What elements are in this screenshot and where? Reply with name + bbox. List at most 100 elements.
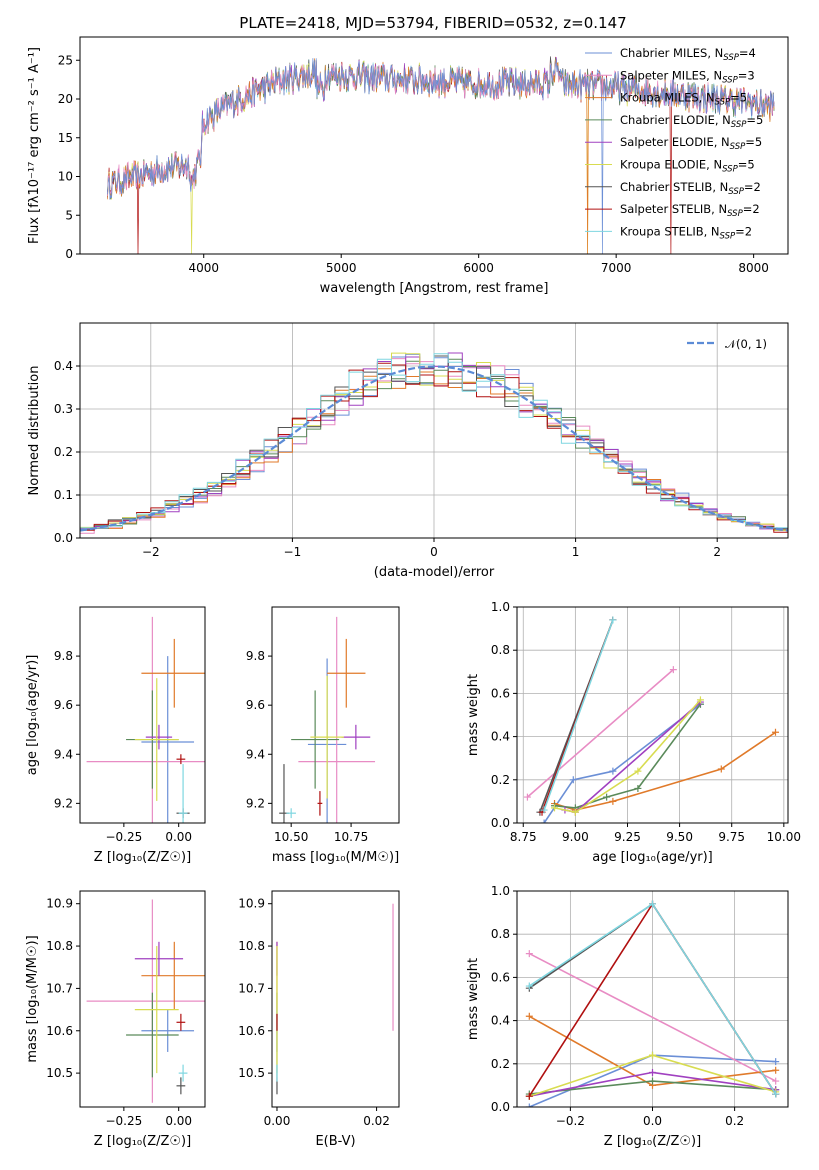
data-point (603, 793, 611, 801)
data-point (772, 1066, 780, 1074)
x-axis-label: (data-model)/error (374, 565, 495, 580)
x-axis-label: age [log₁₀(age/yr)] (592, 850, 713, 865)
x-tick-label: −0.25 (105, 830, 142, 844)
legend-entry: Chabrier MILES, NSSP=4 (620, 46, 756, 63)
errorbar-chabrier-elodie (126, 992, 179, 1078)
data-point (649, 1077, 656, 1085)
x-tick-label: 2 (713, 545, 721, 559)
grid-lines (517, 606, 788, 824)
y-tick-label: 10.6 (238, 1024, 265, 1038)
y-tick-label: 0.8 (491, 927, 510, 941)
x-tick-label: 7000 (601, 261, 632, 275)
data-point (569, 776, 577, 784)
spectrum-line-chabrier-miles (107, 58, 775, 254)
age-vs-metallicity-panel: −0.25 0.00 9.2 9.4 9.6 9.8 Z [log₁₀(Z/Z☉)] age … (25, 606, 206, 865)
y-tick-label: 10.6 (46, 1024, 73, 1038)
y-axis-label: Flux [fλ10⁻¹⁷ erg cm⁻² s⁻¹ A⁻¹] (27, 47, 42, 244)
y-tick-label: 9.8 (54, 649, 73, 663)
legend-entry: Salpeter MILES, NSSP=3 (620, 68, 755, 85)
y-axis-label: mass weight (466, 674, 481, 756)
series-line (554, 699, 702, 814)
legend-entry: 𝒩(0, 1) (725, 337, 767, 351)
axes-frame (516, 606, 789, 824)
y-axis-label: Normed distribution (27, 366, 42, 496)
y-tick-label: 10.8 (46, 939, 73, 953)
series-kroupa-stelib (525, 900, 780, 1098)
x-tick-label: −0.2 (556, 1114, 585, 1128)
x-tick-label: 10.50 (274, 830, 308, 844)
series-salpeter-miles (523, 666, 677, 801)
mass-vs-ebv-panel: 0.00 0.02 10.5 10.6 10.7 10.8 10.9 E(B-V) (238, 890, 400, 1149)
series-line (528, 952, 777, 1082)
y-tick-label: 0.2 (491, 1057, 510, 1071)
y-tick-label: 0.1 (54, 488, 73, 502)
errorbar-kroupa-elodie (134, 946, 179, 1074)
legend-entry: Salpeter ELODIE, NSSP=5 (620, 135, 762, 152)
y-tick-label: 0.2 (491, 773, 510, 787)
y-tick-label: 10.9 (238, 897, 265, 911)
spectrum-title: PLATE=2418, MJD=53794, FIBERID=0532, z=0… (239, 14, 626, 32)
errorbar-kroupa-miles (141, 638, 205, 708)
legend-entry: Salpeter STELIB, NSSP=2 (620, 202, 760, 219)
data-point (609, 797, 617, 805)
errorbar-chabrier-miles (141, 1009, 195, 1052)
data-point (772, 1090, 780, 1098)
x-tick-label: 0.02 (363, 1114, 390, 1128)
y-tick-label: 0 (65, 247, 73, 261)
data-point (696, 696, 704, 704)
data-point (540, 806, 548, 814)
data-point (634, 784, 642, 792)
y-tick-label: 20 (58, 92, 73, 106)
x-tick-label: 0.00 (264, 1114, 291, 1128)
errorbar-kroupa-stelib (178, 1064, 188, 1082)
data-point (772, 1077, 780, 1085)
data-point (717, 765, 725, 773)
x-tick-label: 9.75 (718, 830, 745, 844)
data-point (523, 793, 531, 801)
x-tick-label: 0.0 (643, 1114, 662, 1128)
data-point (634, 767, 642, 775)
y-tick-label: 9.6 (246, 698, 265, 712)
x-tick-label: 9.00 (562, 830, 589, 844)
y-tick-label: 10.7 (46, 981, 73, 995)
errorbar-salpeter-stelib (176, 1013, 186, 1031)
x-tick-label: −0.25 (105, 1114, 142, 1128)
x-axis-label: Z [log₁₀(Z/Z☉)] (604, 1134, 701, 1149)
y-axis-label: mass [log₁₀(M/M☉)] (25, 935, 40, 1062)
errorbar-salpeter-elodie (341, 724, 371, 750)
x-tick-label: 6000 (463, 261, 494, 275)
mass-weight-vs-metallicity-panel: −0.2 0.0 0.2 0.0 0.2 0.4 0.6 0.8 1.0 Z [log₁₀(Z/Z… (466, 884, 789, 1149)
y-tick-label: 9.8 (246, 649, 265, 663)
series-kroupa-elodie (551, 696, 704, 816)
y-axis-label: mass weight (466, 958, 481, 1040)
y-tick-label: 9.4 (54, 747, 73, 761)
x-tick-label: −1 (284, 545, 302, 559)
y-tick-label: 1.0 (491, 884, 510, 898)
y-tick-label: 0.4 (491, 1014, 510, 1028)
y-tick-label: 0.6 (491, 686, 510, 700)
errorbar-salpeter-stelib (176, 754, 186, 765)
legend-entry: Kroupa MILES, NSSP=5 (620, 91, 747, 108)
y-tick-label: 25 (58, 53, 73, 67)
normal-curve (79, 365, 789, 532)
y-tick-label: 10.5 (238, 1066, 265, 1080)
x-tick-label: 10.75 (334, 830, 368, 844)
legend-entry: Kroupa ELODIE, NSSP=5 (620, 158, 755, 175)
series-line (543, 703, 701, 823)
errorbar-kroupa-elodie (134, 678, 179, 801)
legend-entry: Chabrier ELODIE, NSSP=5 (620, 113, 763, 130)
y-tick-label: 0.0 (491, 1100, 510, 1114)
x-tick-label: 0.00 (165, 830, 192, 844)
data-point (525, 1103, 533, 1107)
x-axis-label: Z [log₁₀(Z/Z☉)] (94, 850, 191, 865)
y-tick-label: 9.2 (54, 796, 73, 810)
x-tick-label: 0 (430, 545, 438, 559)
y-tick-label: 0.0 (54, 531, 73, 545)
data-point (609, 767, 617, 775)
series-line (526, 668, 674, 798)
x-tick-label: 0.2 (725, 1114, 744, 1128)
errorbar-kroupa-stelib (286, 808, 296, 819)
x-tick-label: 10.00 (767, 830, 801, 844)
series-line (543, 619, 614, 811)
y-tick-label: 10.5 (46, 1066, 73, 1080)
